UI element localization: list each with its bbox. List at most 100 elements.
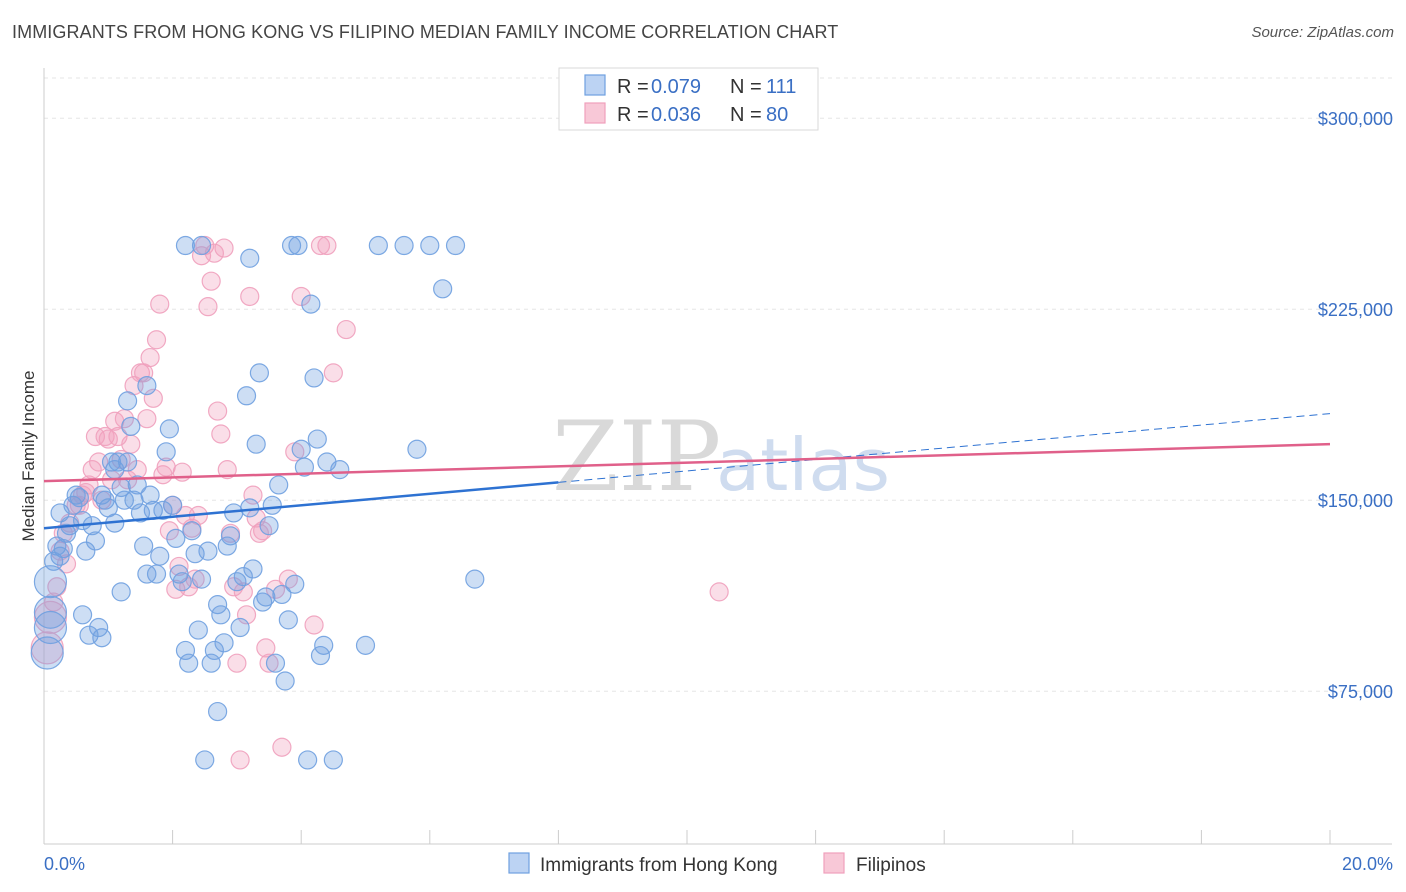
hong-kong-point-93 xyxy=(355,635,376,655)
filipinos-point-57 xyxy=(224,577,244,597)
legend-n-label-blue: N = xyxy=(730,76,762,98)
hong-kong-point-31 xyxy=(127,475,147,495)
filipinos-point-50 xyxy=(201,271,221,291)
hong-kong-point-110 xyxy=(111,582,131,602)
chart-title: IMMIGRANTS FROM HONG KONG VS FILIPINO ME… xyxy=(12,22,839,42)
filipinos-point-74 xyxy=(304,615,324,635)
correlation-legend: R = 0.079 N = 111 R = 0.036 N = 80 xyxy=(558,67,819,131)
x-tick-label-max: 20.0% xyxy=(1342,854,1393,874)
filipinos-point-31 xyxy=(140,347,160,368)
series-legend-label-pink: Filipinos xyxy=(856,855,926,876)
legend-r-label-pink: R = xyxy=(617,104,649,126)
filipinos-point-55 xyxy=(217,460,237,480)
hong-kong-point-46 xyxy=(175,640,196,661)
legend-r-value-pink: 0.036 xyxy=(651,104,701,126)
y-tick-label-0: $75,000 xyxy=(1328,682,1393,702)
filipinos-point-60 xyxy=(233,582,253,602)
filipinos-point-49 xyxy=(198,297,218,317)
filipinos-point-58 xyxy=(227,653,247,673)
filipinos-point-70 xyxy=(272,737,292,757)
hong-kong-point-108 xyxy=(240,248,260,268)
hong-kong-point-83 xyxy=(294,457,315,477)
watermark-atlas: atlas xyxy=(716,423,890,507)
hong-kong-point-80 xyxy=(285,574,305,594)
hong-kong-point-76 xyxy=(272,584,292,605)
filipinos-point-30 xyxy=(137,409,157,429)
hong-kong-point-3 xyxy=(33,565,68,599)
hong-kong-point-105 xyxy=(175,235,196,256)
filipinos-trend-line xyxy=(43,442,1331,483)
hong-kong-point-60 xyxy=(220,526,241,546)
hong-kong-point-82 xyxy=(291,439,311,459)
x-tick-label-min: 0.0% xyxy=(44,854,85,874)
filipinos-point-53 xyxy=(211,424,231,444)
hong-kong-point-64 xyxy=(233,566,253,587)
hong-kong-point-67 xyxy=(243,559,263,579)
hong-kong-point-40 xyxy=(156,442,176,462)
hong-kong-point-106 xyxy=(72,605,93,625)
hong-kong-point-50 xyxy=(188,620,208,640)
filipinos-point-69 xyxy=(265,579,286,599)
filipinos-point-67 xyxy=(256,638,276,658)
hong-kong-point-85 xyxy=(301,294,321,314)
legend-swatch-blue xyxy=(584,74,606,96)
x-axis-ticks xyxy=(43,830,1331,844)
hong-kong-point-12 xyxy=(66,485,86,505)
hong-kong-point-34 xyxy=(137,564,157,584)
hong-kong-point-45 xyxy=(172,572,192,592)
hong-kong-point-0 xyxy=(30,636,64,670)
hong-kong-trend-line xyxy=(43,481,559,530)
legend-n-label-pink: N = xyxy=(730,104,762,126)
hong-kong-point-66 xyxy=(240,498,260,518)
hong-kong-point-72 xyxy=(259,516,279,536)
filipinos-point-33 xyxy=(146,330,167,350)
trend-lines xyxy=(43,413,1331,530)
hong-kong-point-98 xyxy=(433,279,453,299)
hong-kong-point-96 xyxy=(407,439,427,459)
hong-kong-point-101 xyxy=(137,376,157,396)
hong-kong-point-79 xyxy=(281,235,302,256)
filipinos-point-77 xyxy=(323,363,343,383)
hong-kong-point-54 xyxy=(201,653,221,673)
filipinos-point-76 xyxy=(317,235,337,256)
series-legend: Immigrants from Hong Kong Filipinos xyxy=(508,852,926,876)
hong-kong-point-102 xyxy=(117,391,138,411)
filipinos-point-25 xyxy=(121,434,141,454)
series-legend-swatch-pink xyxy=(823,852,845,874)
hong-kong-point-35 xyxy=(140,485,160,505)
hong-kong-point-52 xyxy=(195,750,215,770)
filipinos-point-40 xyxy=(169,556,189,577)
filipinos-point-63 xyxy=(243,485,263,505)
y-tick-label-2: $225,000 xyxy=(1318,300,1393,320)
hong-kong-point-53 xyxy=(198,541,218,561)
series-legend-label-blue: Immigrants from Hong Kong xyxy=(540,855,778,876)
hong-kong-point-48 xyxy=(182,521,202,541)
hong-kong-point-57 xyxy=(211,605,231,625)
hong-kong-point-91 xyxy=(323,750,343,770)
hong-kong-point-51 xyxy=(191,569,212,589)
filipinos-point-62 xyxy=(240,286,260,307)
hong-kong-point-104 xyxy=(208,701,228,722)
hong-kong-point-18 xyxy=(85,531,106,551)
hong-kong-point-8 xyxy=(53,538,73,559)
filipinos-point-0 xyxy=(30,631,64,665)
hong-kong-point-92 xyxy=(330,460,350,480)
hong-kong-point-71 xyxy=(256,587,276,607)
hong-kong-point-77 xyxy=(275,671,295,691)
hong-kong-point-41 xyxy=(159,419,179,439)
filipinos-point-65 xyxy=(249,523,270,543)
hong-kong-point-81 xyxy=(288,235,308,256)
y-tick-label-1: $150,000 xyxy=(1318,491,1393,511)
hong-kong-point-4 xyxy=(44,551,64,571)
hong-kong-point-74 xyxy=(265,653,286,673)
hong-kong-point-69 xyxy=(249,363,270,383)
filipinos-point-73 xyxy=(291,286,311,307)
hong-kong-point-39 xyxy=(153,500,173,520)
hong-kong-point-65 xyxy=(236,386,257,406)
legend-n-value-pink: 80 xyxy=(766,104,788,126)
hong-kong-point-86 xyxy=(304,368,324,388)
hong-kong-point-27 xyxy=(114,490,134,510)
hong-kong-point-100 xyxy=(465,569,485,589)
filipinos-point-78 xyxy=(336,319,356,340)
hong-kong-point-68 xyxy=(246,434,266,454)
